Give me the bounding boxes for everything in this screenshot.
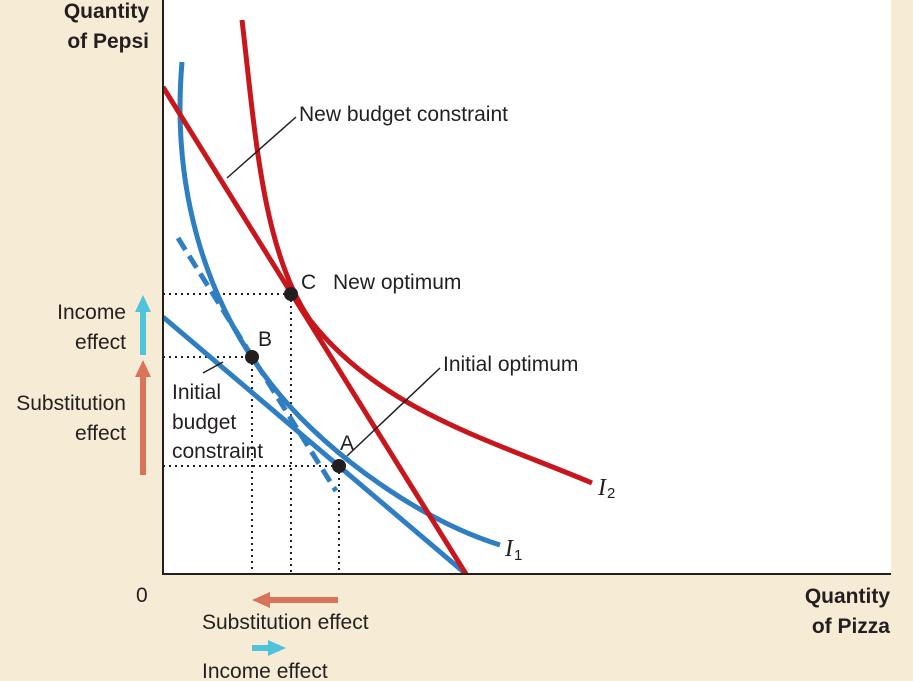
initial-budget-label-line2: budget [172,411,236,434]
initial-budget-line [163,315,468,574]
point-a [332,459,346,473]
left-income-effect-line1: Income [57,301,126,324]
point-b [245,350,259,364]
indifference-curve-i1 [177,61,501,548]
point-c [284,287,298,301]
origin-label: 0 [136,584,148,607]
new-budget-label: New budget constraint [299,103,508,126]
new-budget-line [163,85,469,574]
point-c-label: C [301,271,316,294]
x-axis-title-line1: Quantity [805,585,890,608]
point-b-label: B [258,328,272,351]
x-axis-title-line2: of Pizza [812,615,890,638]
income-effect-right-arrow [252,640,286,656]
new-budget-leader [226,116,297,179]
initial-optimum-leader [346,367,441,457]
curve-label-i2: I [597,475,607,501]
curve-label-i2-subscript: 2 [607,485,615,502]
indifference-curve-i2 [239,19,593,486]
curve-label-i1: I [504,536,514,562]
left-substitution-effect-line2: effect [75,422,126,445]
initial-budget-label-line1: Initial [172,381,221,404]
point-a-label: A [340,432,354,455]
income-effect-up-arrow [135,295,151,355]
bottom-substitution-effect-label: Substitution effect [202,611,369,634]
plot-area [163,0,891,574]
y-axis-title-line1: Quantity [64,0,149,23]
initial-optimum-label: Initial optimum [443,353,578,376]
bottom-income-effect-label: Income effect [202,660,328,681]
substitution-effect-up-arrow [135,360,151,475]
left-substitution-effect-line1: Substitution [16,392,126,415]
initial-budget-leader [202,361,224,374]
substitution-effect-left-arrow [252,592,338,608]
curve-label-i1-subscript: 1 [514,547,522,564]
new-optimum-label: New optimum [333,271,461,294]
left-income-effect-line2: effect [75,331,126,354]
initial-budget-label-line3: constraint [172,440,263,463]
y-axis-title-line2: of Pepsi [67,30,149,53]
